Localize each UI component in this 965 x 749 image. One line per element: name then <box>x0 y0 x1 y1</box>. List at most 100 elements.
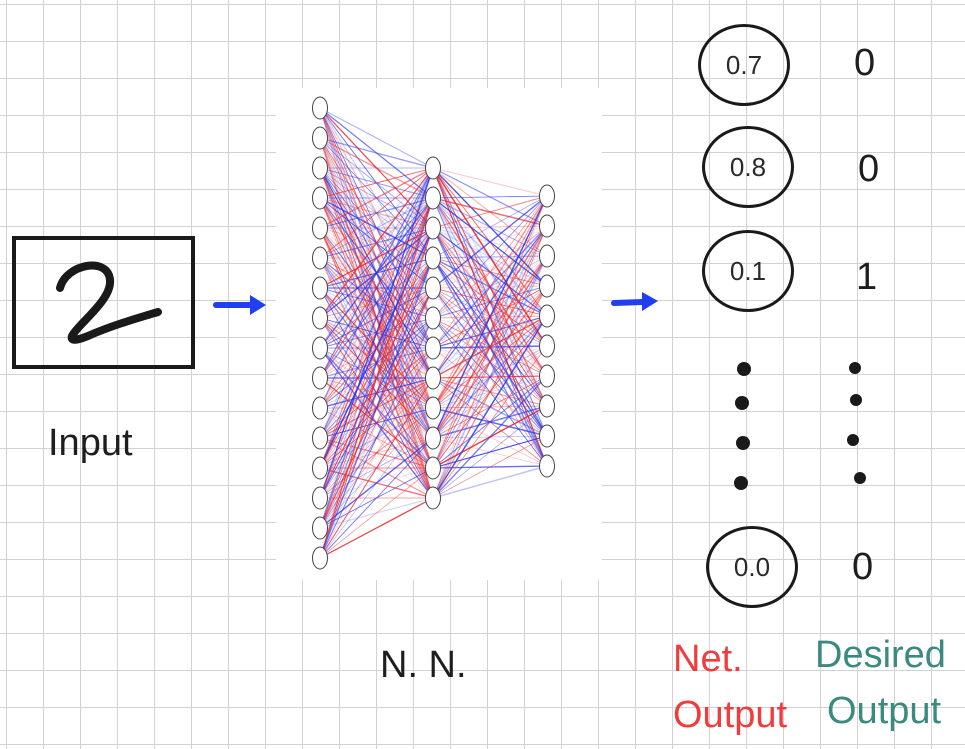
net-output-label-line2: Output <box>673 694 788 736</box>
handwritten-digit-2 <box>56 261 162 344</box>
desired-output-label-line2: Output <box>827 690 942 732</box>
connection-edge <box>319 107 434 169</box>
connection-edge <box>432 195 548 199</box>
connection-edge <box>319 167 434 379</box>
connection-edge <box>319 167 434 199</box>
connection-edge <box>319 377 434 559</box>
neuron <box>312 456 328 480</box>
connection-edge <box>432 255 548 499</box>
connection-edge <box>432 167 548 197</box>
connection-edge <box>319 167 434 349</box>
connection-edge <box>432 225 548 379</box>
neuron <box>312 396 328 420</box>
connection-edge <box>432 195 548 319</box>
connection-edge <box>432 315 548 499</box>
neuron <box>312 426 328 450</box>
connection-edge <box>319 317 434 529</box>
ellipsis-dot <box>850 394 862 406</box>
connection-edge <box>319 167 434 319</box>
connection-edge <box>432 195 548 469</box>
connection-edge <box>319 167 434 499</box>
connection-edge <box>432 195 548 349</box>
connection-edge <box>432 195 548 289</box>
connection-edge <box>319 167 434 259</box>
output-neuron: 0.0 <box>706 526 798 608</box>
connection-edge <box>432 285 548 469</box>
neuron <box>312 486 328 510</box>
neuron <box>312 156 328 180</box>
connection-edge <box>432 465 548 499</box>
connection-edge <box>432 285 548 499</box>
neuron <box>539 334 555 358</box>
connection-edge <box>432 195 548 439</box>
connection-edge <box>432 375 548 499</box>
neuron <box>539 454 555 478</box>
neuron <box>425 486 441 510</box>
ellipsis-dot <box>737 362 751 376</box>
net-output-value: 0.0 <box>733 551 771 582</box>
neuron <box>425 306 441 330</box>
connection-edge <box>319 437 434 559</box>
connection-edge <box>319 197 434 499</box>
connection-edge <box>432 195 548 409</box>
neuron <box>539 394 555 418</box>
connection-edge <box>319 257 434 559</box>
neuron <box>425 456 441 480</box>
ellipsis-dot <box>736 436 750 450</box>
connection-edge <box>432 195 548 499</box>
neuron <box>539 304 555 328</box>
network-neurons <box>312 96 555 570</box>
connection-edge <box>319 167 434 229</box>
neuron <box>539 274 555 298</box>
neuron <box>539 364 555 388</box>
neuron <box>425 186 441 210</box>
connection-edge <box>432 225 548 499</box>
arrow-right-icon <box>611 292 658 311</box>
neuron <box>425 246 441 270</box>
net-output-label-line1: Net. <box>673 638 743 680</box>
neuron <box>312 336 328 360</box>
neuron <box>425 366 441 390</box>
ellipsis-dot <box>734 476 748 490</box>
connection-edge <box>319 197 434 559</box>
neuron <box>539 244 555 268</box>
neuron <box>425 426 441 450</box>
connection-edge <box>319 167 434 469</box>
connection-edge <box>319 197 434 409</box>
neuron <box>312 96 328 120</box>
output-neuron: 0.8 <box>702 126 794 208</box>
connection-edge <box>319 197 434 529</box>
connection-edge <box>432 405 548 499</box>
connection-edge <box>319 467 434 559</box>
arrow-right-icon <box>213 295 266 315</box>
input-label: Input <box>48 422 133 464</box>
neuron <box>312 306 328 330</box>
connection-edge <box>432 195 548 259</box>
ellipsis-dot <box>735 396 749 410</box>
connection-edge <box>432 345 548 499</box>
neuron <box>425 156 441 180</box>
neuron <box>539 424 555 448</box>
network-label: N. N. <box>380 644 467 686</box>
neuron <box>425 276 441 300</box>
desired-output-value: 0 <box>854 42 876 84</box>
neural-network-graph <box>312 96 555 570</box>
desired-output-label-line1: Desired <box>815 634 946 676</box>
connection-edge <box>432 315 548 439</box>
connection-edge <box>319 497 434 529</box>
connection-edge <box>432 195 548 229</box>
connection-edge <box>319 407 434 559</box>
connection-edge <box>319 167 434 289</box>
neuron <box>312 216 328 240</box>
neuron <box>539 214 555 238</box>
connection-edge <box>319 347 434 559</box>
connection-edge <box>319 227 434 559</box>
connection-edge <box>319 167 434 439</box>
connection-edge <box>319 437 434 529</box>
desired-output-value: 0 <box>858 148 880 190</box>
network-connections <box>319 107 548 559</box>
connection-edge <box>319 167 434 559</box>
connection-edge <box>432 195 548 379</box>
net-output-value: 0.1 <box>729 255 767 286</box>
output-neuron: 0.1 <box>702 230 794 312</box>
